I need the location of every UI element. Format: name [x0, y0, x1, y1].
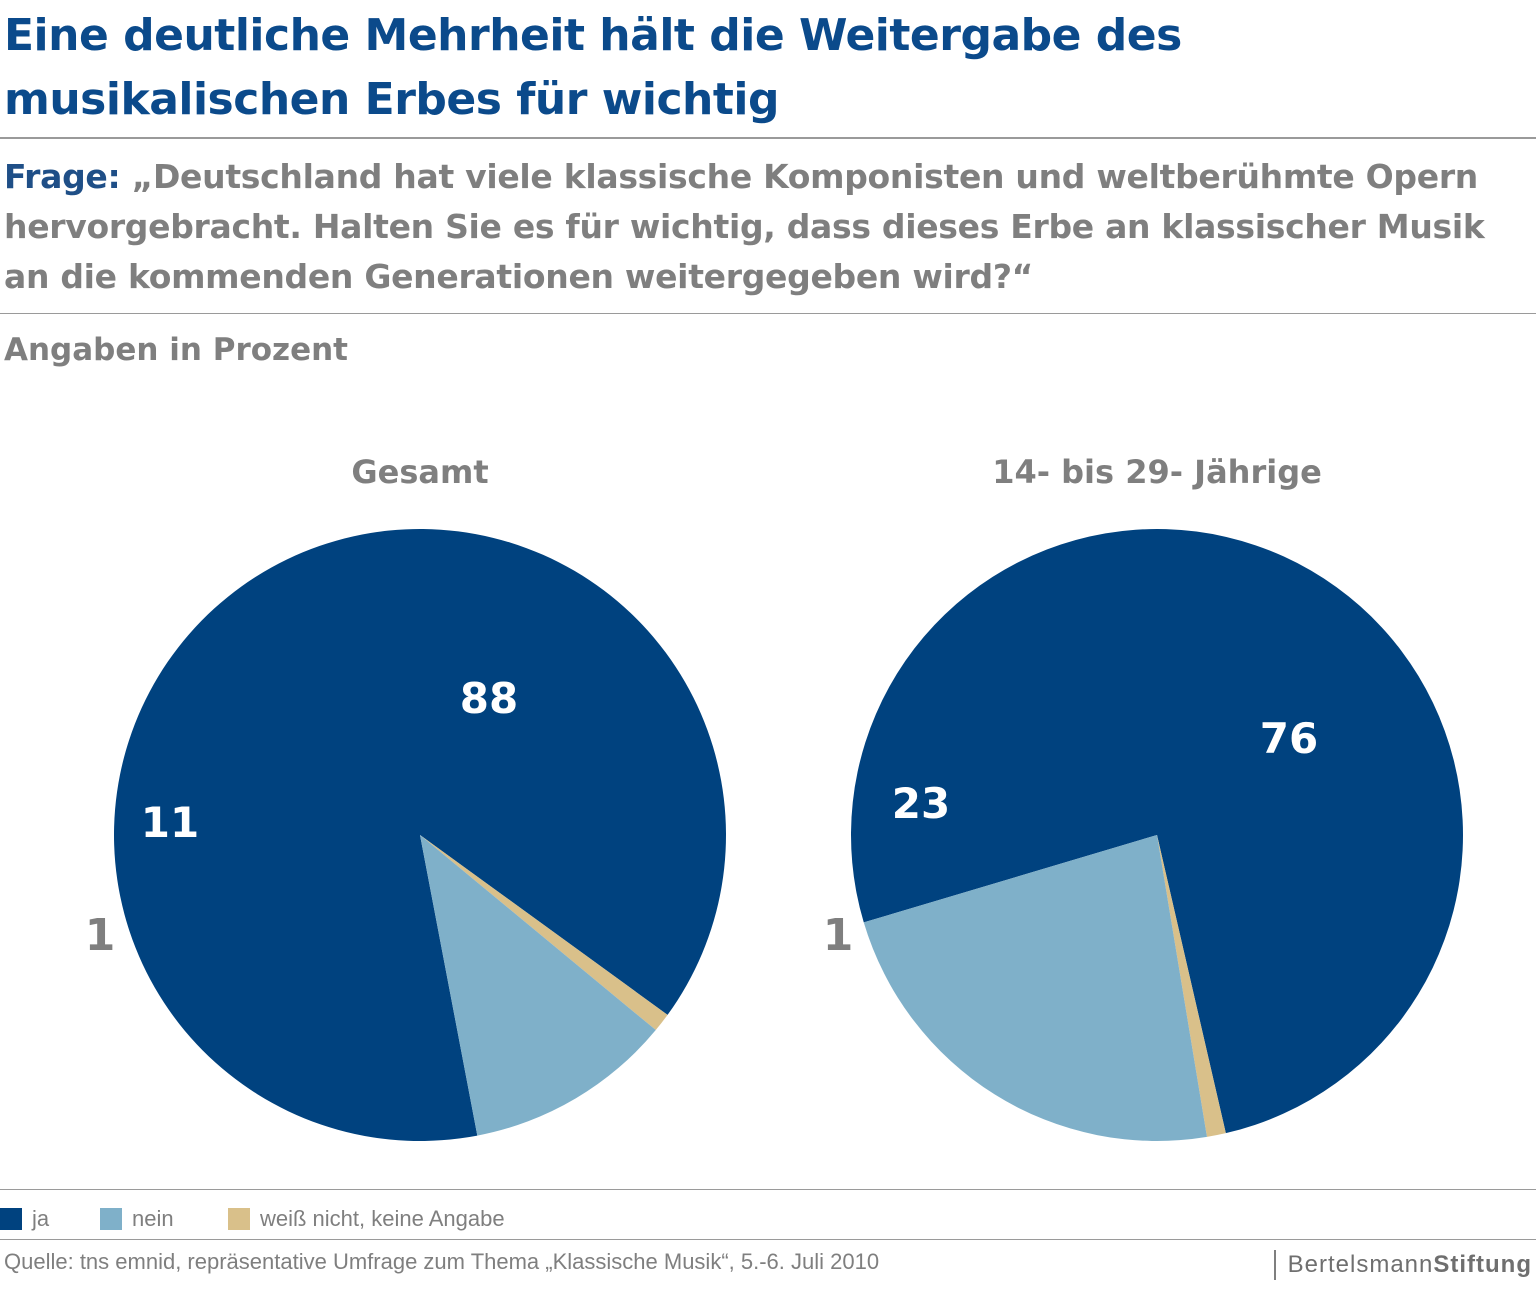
pie-label-gesamt-nein: 11: [141, 798, 199, 847]
legend-divider: [0, 1189, 1536, 1190]
units-note: Angaben in Prozent: [4, 328, 348, 372]
page-title: Eine deutliche Mehrheit hält die Weiterg…: [4, 4, 1524, 132]
legend-label-ja: ja: [32, 1206, 49, 1232]
logo-text-bertelsmann: Bertelsmann: [1288, 1251, 1434, 1279]
pie-label-jugend-ja: 76: [1260, 714, 1318, 763]
pie-label-gesamt-weiss-nicht: 1: [85, 910, 116, 961]
pie-title-gesamt: Gesamt: [351, 453, 488, 491]
pie-label-jugend-nein: 23: [892, 779, 950, 828]
survey-question: Frage: „Deutschland hat viele klassische…: [4, 152, 1524, 302]
question-text: „Deutschland hat viele klassische Kompon…: [4, 157, 1485, 296]
source-note: Quelle: tns emnid, repräsentative Umfrag…: [4, 1246, 879, 1278]
bertelsmann-logo: Bertelsmann Stiftung: [1274, 1248, 1532, 1282]
pie-label-gesamt-ja: 88: [460, 674, 518, 723]
legend-item-nein: nein: [100, 1204, 174, 1234]
pie-title-jugend: 14- bis 29- Jährige: [992, 453, 1322, 491]
legend-swatch-nein: [100, 1208, 122, 1230]
logo-text-stiftung: Stiftung: [1433, 1251, 1532, 1279]
legend-swatch-ja: [0, 1208, 22, 1230]
logo-bar: [1274, 1250, 1276, 1280]
legend: ja nein weiß nicht, keine Angabe: [0, 1200, 1536, 1236]
legend-item-ja: ja: [0, 1204, 49, 1234]
legend-item-weiss-nicht: weiß nicht, keine Angabe: [228, 1204, 505, 1234]
question-label: Frage:: [4, 157, 120, 196]
question-divider: [0, 313, 1536, 314]
footer-divider: [0, 1239, 1536, 1240]
legend-swatch-weiss-nicht: [228, 1208, 250, 1230]
legend-label-weiss-nicht: weiß nicht, keine Angabe: [260, 1206, 505, 1232]
pie-label-jugend-weiss-nicht: 1: [823, 910, 854, 961]
legend-label-nein: nein: [132, 1206, 174, 1232]
title-divider: [0, 137, 1536, 139]
